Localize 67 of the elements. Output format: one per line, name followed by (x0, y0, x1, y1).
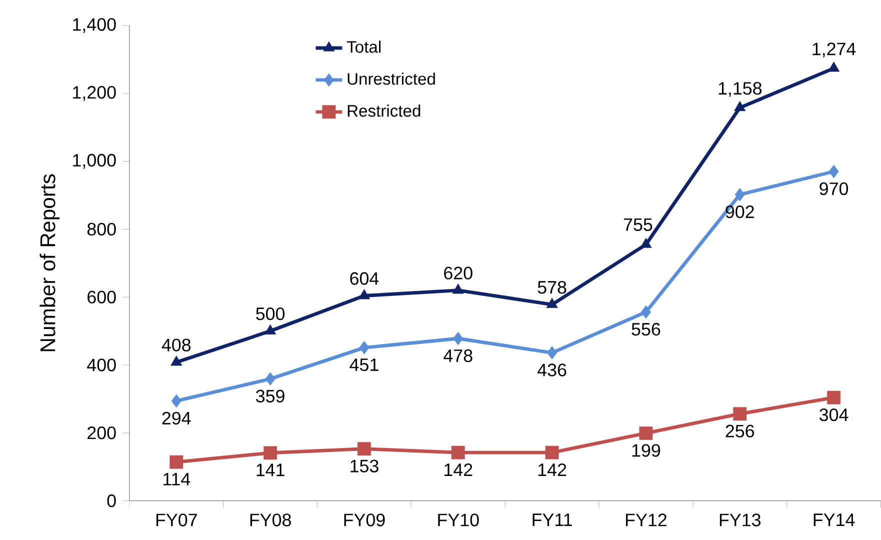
data-label: 304 (820, 408, 848, 422)
legend-label: Restricted (348, 104, 420, 117)
point (546, 346, 558, 360)
point (545, 446, 559, 460)
y-tick-label: 800 (87, 223, 116, 236)
point (827, 391, 840, 404)
x-tick-label: FY07 (156, 514, 197, 527)
point (734, 188, 745, 202)
point (451, 446, 465, 460)
point (640, 238, 652, 248)
data-label: 970 (820, 182, 848, 196)
data-label: 199 (632, 444, 660, 457)
y-axis-title: Number of Reports (40, 174, 60, 352)
data-label: 755 (624, 218, 652, 232)
point (733, 407, 747, 421)
point (828, 164, 839, 178)
point (265, 372, 276, 386)
data-label: 142 (538, 464, 566, 476)
point (639, 426, 653, 440)
data-label: 556 (632, 323, 660, 336)
data-label: 359 (256, 390, 284, 403)
x-tick-label: FY10 (438, 514, 479, 527)
data-label: 478 (444, 350, 472, 362)
point (170, 456, 184, 469)
data-label: 256 (726, 424, 754, 438)
data-label: 408 (162, 338, 191, 352)
data-label: 1,158 (718, 82, 762, 98)
y-tick-label: 1,400 (73, 18, 116, 34)
x-tick-label: FY11 (532, 514, 572, 526)
y-tick-label: 400 (87, 358, 116, 372)
data-label: 500 (256, 308, 285, 320)
data-label: 902 (726, 206, 754, 218)
x-tick-label: FY09 (344, 514, 385, 527)
point (640, 306, 652, 319)
y-tick-label: 1,200 (73, 86, 116, 102)
data-label: 436 (538, 364, 566, 377)
x-tick-label: FY08 (250, 514, 291, 527)
y-tick-label: 200 (88, 426, 116, 440)
point (359, 341, 370, 355)
data-label: 294 (162, 412, 191, 425)
x-tick-label: FY12 (626, 514, 666, 526)
data-label: 1,274 (812, 42, 856, 58)
data-label: 578 (538, 281, 566, 294)
y-tick-label: 600 (88, 290, 116, 304)
point (546, 298, 558, 308)
point (452, 284, 464, 294)
data-label: 451 (350, 358, 378, 372)
data-label: 153 (350, 460, 378, 473)
data-label: 114 (163, 473, 190, 486)
point (264, 324, 276, 335)
x-tick-label: FY14 (814, 514, 855, 526)
point (358, 289, 370, 300)
point (171, 394, 182, 408)
point (170, 356, 182, 366)
x-tick-label: FY13 (720, 514, 760, 527)
data-label: 620 (444, 266, 472, 280)
point (264, 446, 278, 460)
data-label: 141 (256, 464, 284, 476)
point (357, 442, 371, 456)
legend-label: Unrestricted (348, 72, 435, 85)
y-tick-label: 0 (107, 494, 116, 508)
data-label: 604 (350, 272, 379, 286)
y-tick-label: 1,000 (73, 154, 116, 169)
data-label: 142 (444, 464, 472, 476)
point (453, 332, 464, 346)
point (734, 101, 746, 112)
legend-label: Total (346, 40, 380, 54)
